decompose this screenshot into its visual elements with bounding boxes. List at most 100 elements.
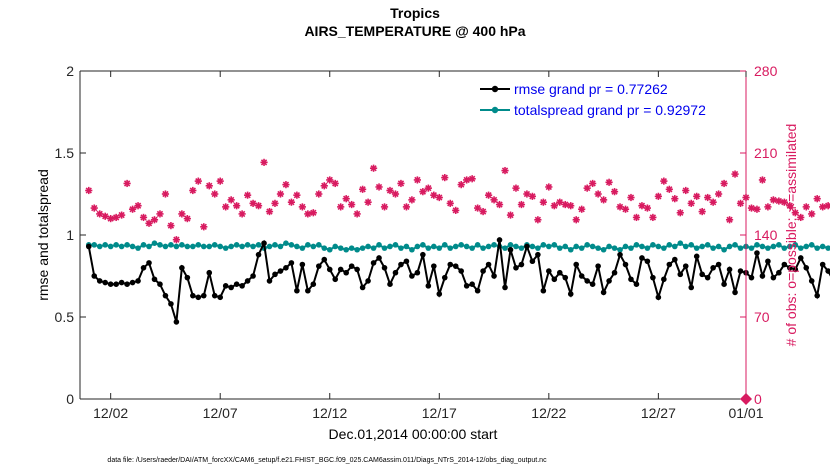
rmse-point [173,319,180,325]
obs-point [676,209,684,217]
rmse-point [387,281,393,288]
rmse-point [518,261,525,268]
obs-point [222,203,230,211]
totalspread-point [589,243,596,250]
obs-point [315,190,323,198]
rmse-point [633,281,640,288]
rmse-point [326,266,333,273]
rmse-point [732,289,738,296]
obs-point [337,203,345,211]
totalspread-point [310,243,317,250]
obs-point [589,179,597,188]
chart-title: Tropics [390,5,440,21]
obs-point [474,204,482,212]
rmse-point [655,294,662,301]
obs-point [813,195,821,203]
obs-point [808,210,816,218]
totalspread-point [255,242,262,248]
rmse-point [157,281,163,288]
totalspread-point [507,242,514,248]
totalspread-point [721,246,727,253]
totalspread-point [283,240,289,246]
totalspread-point [732,242,738,248]
totalspread-point [529,243,536,250]
totalspread-point [348,245,355,251]
obs-point [780,198,788,206]
obs-point [326,176,334,184]
right-tick-label: 0 [754,391,762,407]
totalspread-point [168,242,174,248]
obs-point [758,176,767,184]
obs-point [167,222,175,230]
rmse-point [228,284,234,291]
totalspread-point [682,243,689,250]
obs-point [101,212,109,220]
obs-point [419,188,427,196]
rmse-point [524,243,530,250]
obs-point [791,209,799,217]
rmse-point [787,265,793,271]
rmse-point [666,261,673,268]
obs-point [720,179,728,188]
obs-point [578,205,586,213]
rmse-point [365,278,371,284]
totalspread-point [759,243,766,250]
totalspread-point [540,242,547,248]
data-file-footnote: data file: /Users/raeder/DAI/ATM_forcXX/… [107,457,547,464]
rmse-series [85,237,830,325]
totalspread-point [825,245,830,251]
obs-point [293,191,301,199]
obs-point [550,202,558,210]
obs-point [638,202,646,210]
obs-point [107,215,115,223]
obs-point [463,176,471,184]
rmse-point [398,261,404,268]
obs-point [709,198,717,206]
rmse-point [628,276,634,283]
totalspread-point [562,243,569,250]
rmse-point [277,268,284,274]
rmse-point [222,283,229,289]
rmse-point [447,261,454,268]
rmse-point [316,263,322,269]
totalspread-point [781,245,788,251]
rmse-point [688,284,695,291]
x-tick-label: 01/01 [728,405,763,421]
rmse-point [781,261,788,268]
totalspread-point [595,245,601,251]
obs-point [156,210,164,218]
totalspread-point [250,243,256,250]
obs-point [775,197,783,205]
totalspread-point [737,245,744,251]
obs-point [282,181,290,189]
rmse-point [721,281,727,288]
rmse-point [441,274,448,281]
obs-point [605,178,613,186]
rmse-point [540,287,547,294]
rmse-point [600,289,607,296]
totalspread-point [491,242,497,248]
obs-point [725,216,734,224]
obs-point [265,207,274,216]
obs-point [556,198,564,206]
totalspread-point [414,243,421,250]
totalspread-point [299,245,306,251]
rmse-point [272,271,278,278]
rmse-point [710,265,716,271]
rmse-point [359,284,366,291]
x-tick-label: 12/07 [203,405,238,421]
totalspread-point [518,245,525,251]
totalspread-point [332,243,339,250]
rmse-point [770,274,777,281]
totalspread-point [179,242,185,248]
obs-point [479,207,487,216]
rmse-point [294,287,300,294]
rmse-point [661,276,667,283]
totalspread-point [359,245,366,251]
totalspread-point [206,243,213,250]
rmse-point [578,273,585,279]
rmse-point [535,251,541,258]
totalspread-point [458,242,465,248]
rmse-point [190,292,196,299]
totalspread-point [190,243,196,250]
